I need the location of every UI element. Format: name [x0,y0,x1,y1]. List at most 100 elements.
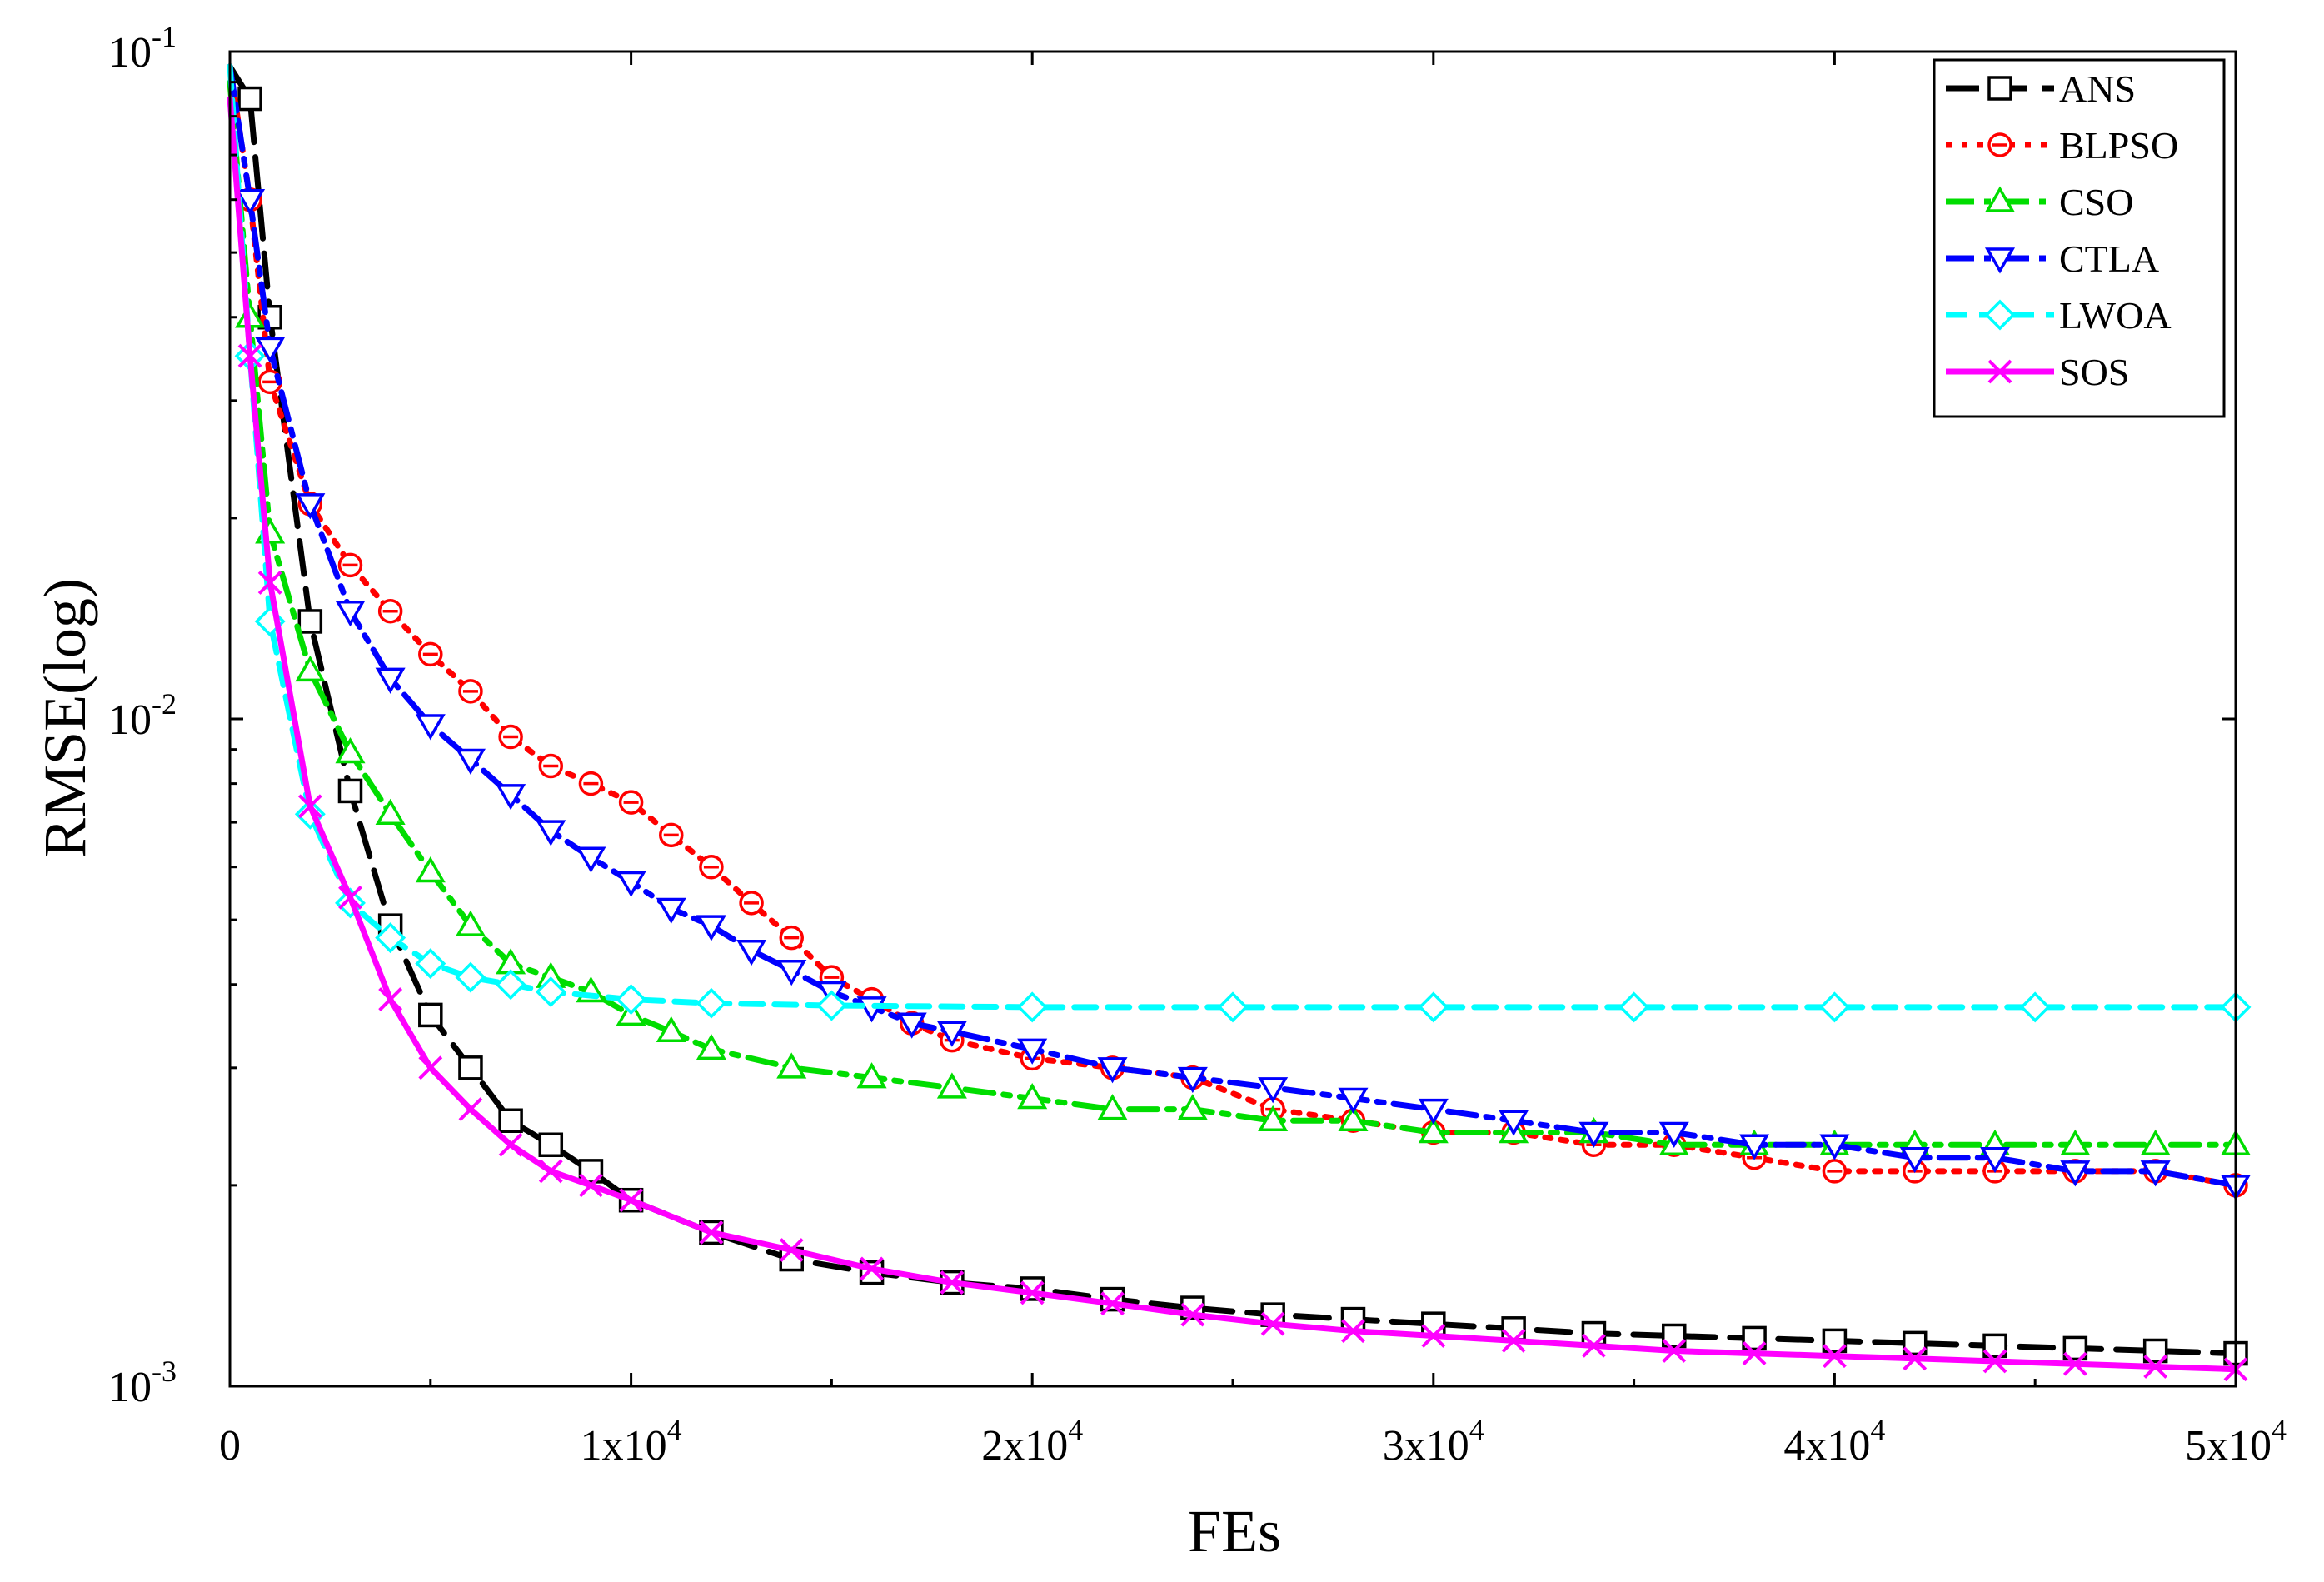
data-point-ctla [496,784,526,811]
data-point-sos [1260,1311,1285,1336]
data-point-sos [619,1188,644,1213]
legend-marker-blpso [1987,132,2012,157]
legend-item-blpso: BLPSO [1946,124,2178,167]
data-point-sos [1180,1302,1205,1327]
data-point-lwoa [1418,991,1449,1023]
data-point-lwoa [535,976,566,1008]
data-point-blpso [458,679,483,704]
data-point-sos [498,1132,523,1157]
data-point-ans [297,609,323,634]
legend-marker-ans [1987,76,2012,101]
data-point-cso [375,798,406,826]
data-point-ctla [1899,1146,1930,1174]
series-line-sos [227,96,2239,1373]
data-point-ans [1501,1316,1526,1341]
data-point-ctla [536,820,566,846]
legend-marker-sos [1987,359,2012,384]
data-point-ctla [896,1012,927,1039]
data-point-sos [699,1220,724,1245]
legend-marker-ctla [1984,247,2016,274]
x-tick-label: 0 [219,1422,241,1470]
data-point-ans [337,778,363,804]
data-point-ctla [375,667,406,694]
data-point-ctla [1658,1121,1689,1148]
data-point-cso [1418,1116,1449,1144]
data-point-blpso [618,790,644,815]
data-point-blpso [739,891,764,916]
data-point-cso [1258,1105,1289,1131]
data-point-ctla [696,915,726,941]
data-point-sos [458,1097,483,1122]
data-point-lwoa [375,922,406,954]
y-axis-label: RMSE(log) [32,578,98,858]
data-point-sos [1501,1328,1526,1353]
data-point-ctla [656,897,686,924]
legend-item-ans: ANS [1946,67,2136,110]
data-point-blpso [538,753,564,779]
data-point-ans [418,1002,443,1028]
y-tick-label: 10-2 [108,687,177,744]
data-point-ans [458,1055,483,1080]
data-point-ctla [455,748,486,775]
data-point-sos [378,987,403,1012]
data-point-sos [237,343,262,368]
x-tick-label: 3x104 [1383,1413,1484,1470]
data-point-lwoa [1016,991,1048,1023]
y-tick-label: 10-3 [108,1355,177,1411]
data-point-sos [2143,1355,2168,1379]
data-point-sos [297,794,322,819]
data-point-cso [936,1072,967,1099]
legend-item-lwoa: LWOA [1946,294,2172,337]
data-point-ctla [255,337,286,363]
data-point-cso [656,1016,686,1043]
data-point-sos [1903,1346,1928,1371]
legend: ANS BLPSO CSO CTLA LWOA SOS [1933,58,2226,418]
data-point-blpso [498,724,523,750]
data-point-ans [578,1159,604,1184]
data-point-lwoa [495,969,526,1001]
data-point-ctla [335,600,366,627]
data-point-ctla [235,188,266,216]
legend-marker-cso [1984,186,2016,212]
data-point-sos [338,885,362,910]
data-point-sos [860,1256,884,1281]
axes-layer: 0 1x104 2x104 3x104 4x104 5x104 10-1 10-2 10-3 [108,20,2287,1470]
data-point-sos [1421,1324,1446,1348]
data-point-blpso [779,925,804,951]
data-point-ctla [2140,1160,2171,1187]
data-point-ctla [776,960,807,986]
data-point-blpso [1822,1159,1848,1184]
data-point-blpso [659,822,684,848]
data-point-ans [237,86,262,112]
data-point-lwoa [415,948,446,980]
data-point-ctla [1739,1134,1770,1160]
legend-label-cso: CSO [2059,181,2133,223]
data-point-cso [696,1033,726,1060]
data-point-ctla [576,846,606,873]
x-tick-label: 2x104 [981,1413,1083,1470]
data-point-blpso [418,641,443,667]
legend-label-ans: ANS [2059,67,2136,110]
data-point-ctla [1017,1038,1048,1065]
data-point-ans [498,1108,523,1133]
data-point-cso [2060,1129,2091,1156]
series-line-lwoa [227,63,2239,1011]
y-tick-label: 10-1 [108,20,177,77]
data-point-sos [2062,1351,2087,1376]
data-point-lwoa [1818,991,1850,1023]
data-point-sos [940,1270,965,1295]
data-point-sos [1662,1339,1687,1363]
data-point-cso [1097,1094,1128,1120]
series-lwoa [227,63,2252,1023]
data-point-blpso [578,771,604,796]
data-point-blpso [337,552,363,578]
data-point-ctla [1258,1077,1289,1104]
data-point-ctla [295,493,326,520]
data-point-sos [1822,1344,1847,1369]
data-point-ctla [1338,1087,1369,1114]
series-line-blpso [227,63,2239,1189]
data-point-sos [779,1238,804,1262]
x-tick-label: 5x104 [2185,1413,2287,1470]
data-point-ctla [2060,1160,2091,1187]
